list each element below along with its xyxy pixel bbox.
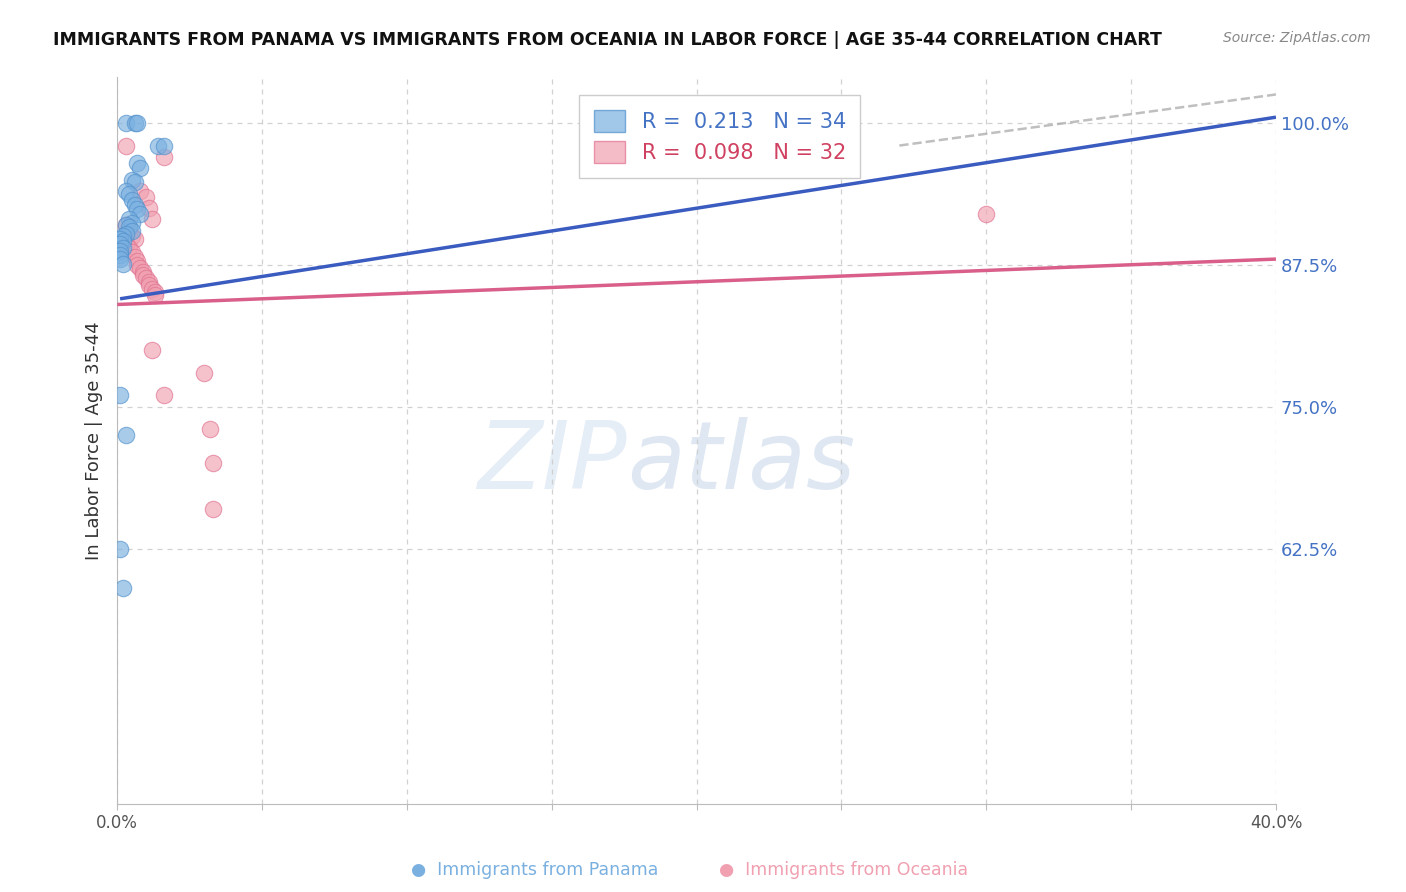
Point [143, 288, 166, 302]
Text: Source: ZipAtlas.com: Source: ZipAtlas.com [1223, 31, 1371, 45]
Point [111, 229, 134, 244]
Text: atlas: atlas [627, 417, 855, 508]
Point [118, 220, 141, 235]
Point [129, 184, 152, 198]
Point [138, 201, 160, 215]
Point [129, 161, 152, 176]
Point [135, 271, 157, 285]
Point [121, 216, 143, 230]
Text: ●  Immigrants from Panama: ● Immigrants from Panama [411, 861, 658, 879]
Point [115, 138, 138, 153]
Point [129, 207, 152, 221]
Point [129, 261, 152, 276]
Legend: R =  0.213   N = 34, R =  0.098   N = 32: R = 0.213 N = 34, R = 0.098 N = 32 [579, 95, 860, 178]
Point [127, 155, 149, 169]
Point [141, 212, 163, 227]
Point [141, 282, 163, 296]
Point [201, 501, 224, 516]
Point [118, 241, 141, 255]
Point [127, 116, 149, 130]
Point [108, 247, 131, 261]
Text: IMMIGRANTS FROM PANAMA VS IMMIGRANTS FROM OCEANIA IN LABOR FORCE | AGE 35-44 COR: IMMIGRANTS FROM PANAMA VS IMMIGRANTS FRO… [53, 31, 1163, 49]
Point [138, 275, 160, 289]
Point [127, 254, 149, 268]
Point [201, 457, 224, 471]
Point [115, 428, 138, 442]
Point [124, 116, 146, 130]
Point [115, 218, 138, 232]
Point [115, 218, 138, 232]
Point [121, 172, 143, 186]
Point [146, 138, 169, 153]
Text: ●  Immigrants from Oceania: ● Immigrants from Oceania [718, 861, 969, 879]
Point [115, 227, 138, 241]
Point [108, 237, 131, 252]
Point [152, 388, 174, 402]
Point [118, 224, 141, 238]
Point [152, 138, 174, 153]
Point [115, 237, 138, 252]
Point [135, 189, 157, 203]
Point [121, 245, 143, 260]
Point [121, 224, 143, 238]
Y-axis label: In Labor Force | Age 35-44: In Labor Force | Age 35-44 [86, 321, 103, 560]
Point [974, 207, 997, 221]
Point [111, 241, 134, 255]
Point [108, 541, 131, 556]
Point [124, 232, 146, 246]
Point [108, 244, 131, 259]
Point [132, 268, 155, 282]
Point [127, 258, 149, 272]
Point [124, 175, 146, 189]
Point [111, 582, 134, 596]
Point [132, 264, 155, 278]
Point [143, 285, 166, 299]
Point [111, 234, 134, 248]
Point [198, 422, 221, 436]
Point [152, 150, 174, 164]
Point [108, 252, 131, 266]
Point [115, 184, 138, 198]
Point [118, 187, 141, 202]
Point [127, 202, 149, 216]
Point [121, 193, 143, 207]
Point [193, 366, 215, 380]
Point [111, 257, 134, 271]
Point [118, 212, 141, 227]
Point [108, 232, 131, 246]
Point [138, 278, 160, 293]
Point [124, 197, 146, 211]
Point [124, 250, 146, 264]
Text: ZIP: ZIP [478, 417, 627, 508]
Point [121, 229, 143, 244]
Point [108, 388, 131, 402]
Point [115, 116, 138, 130]
Point [141, 343, 163, 357]
